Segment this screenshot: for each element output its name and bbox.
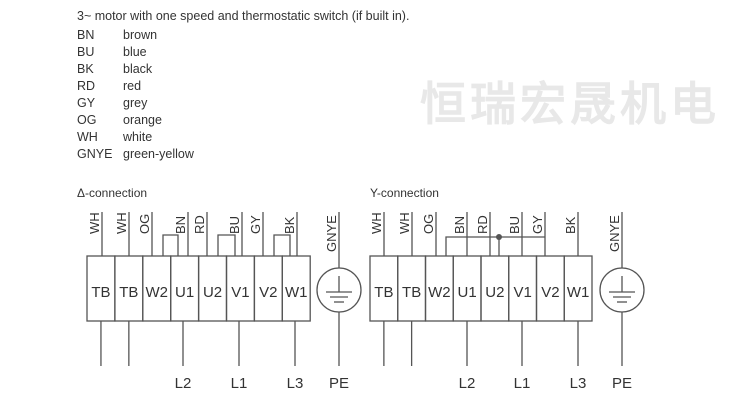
legend-row: RD red	[77, 78, 194, 95]
terminal-label: V2	[259, 284, 277, 301]
terminal-label: U2	[485, 284, 504, 301]
legend-row: GNYE green-yellow	[77, 146, 194, 163]
wire-label: OG	[137, 214, 152, 234]
legend-code: GY	[77, 96, 96, 110]
color-legend: BN brown BU blue BK black RD red GY grey OG or…	[77, 27, 194, 163]
legend-code: GNYE	[77, 147, 113, 161]
legend-code: BK	[77, 62, 94, 76]
legend-code: WH	[77, 130, 98, 144]
terminal-label: U1	[175, 284, 194, 301]
legend-name: grey	[123, 96, 148, 110]
wire-label: BN	[173, 216, 188, 234]
terminal-label: V2	[541, 284, 559, 301]
wire-label: WH	[369, 212, 384, 234]
diagram-title: 3~ motor with one speed and thermostatic…	[77, 9, 410, 23]
terminal-label: V1	[231, 284, 249, 301]
terminal-label: W1	[567, 284, 590, 301]
legend-row: BN brown	[77, 27, 194, 44]
wire-label: BN	[452, 216, 467, 234]
legend-name: green-yellow	[123, 147, 194, 161]
supply-label: L2	[175, 375, 192, 392]
wire-label: RD	[475, 215, 490, 234]
legend-row: WH white	[77, 129, 194, 146]
terminal-label: W2	[146, 284, 169, 301]
supply-label: L1	[231, 375, 248, 392]
wire-label: BU	[227, 216, 242, 234]
terminal-label: V1	[513, 284, 531, 301]
supply-label: L2	[459, 375, 476, 392]
wire-label: BU	[507, 216, 522, 234]
supply-label: L3	[287, 375, 304, 392]
legend-row: GY grey	[77, 95, 194, 112]
terminal-label: U2	[203, 284, 222, 301]
legend-row: BK black	[77, 61, 194, 78]
wire-label: GNYE	[324, 215, 339, 252]
legend-code: OG	[77, 113, 97, 127]
legend-code: BU	[77, 45, 95, 59]
terminal-label: TB	[91, 284, 110, 301]
wire-label: WH	[397, 212, 412, 234]
connection-title: Δ-connection	[77, 186, 147, 200]
legend-name: orange	[123, 113, 162, 127]
legend-name: red	[123, 79, 142, 93]
legend-name: white	[123, 130, 153, 144]
terminal-cell	[281, 255, 311, 322]
earth-label: PE	[329, 375, 349, 392]
wire-label: WH	[114, 212, 129, 234]
wire-label: GY	[248, 215, 263, 234]
jumper	[162, 234, 179, 256]
legend-code: RD	[77, 79, 96, 93]
junction-dot	[496, 234, 502, 240]
earth-label: PE	[612, 375, 632, 392]
watermark: 恒瑞宏晟机电	[420, 78, 720, 130]
legend-name: black	[123, 62, 153, 76]
terminal-label: U1	[458, 284, 477, 301]
terminal-label: W2	[428, 284, 451, 301]
wire-label: OG	[421, 214, 436, 234]
legend-code: BN	[77, 28, 95, 42]
wire-label: BK	[282, 216, 297, 234]
terminal-label: TB	[374, 284, 393, 301]
supply-label: L3	[570, 375, 587, 392]
terminal-label: TB	[119, 284, 138, 301]
legend-row: BU blue	[77, 44, 194, 61]
wire-label: WH	[87, 212, 102, 234]
connection-title: Y-connection	[370, 186, 439, 200]
star-bus	[445, 236, 545, 256]
jumper	[273, 234, 291, 256]
wire-label: RD	[192, 215, 207, 234]
terminal-label: W1	[285, 284, 308, 301]
legend-row: OG orange	[77, 112, 194, 129]
legend-name: blue	[123, 45, 147, 59]
jumper	[217, 234, 236, 256]
wire-label: GY	[530, 215, 545, 234]
wire-label: BK	[563, 216, 578, 234]
legend-name: brown	[123, 28, 158, 42]
wire-label: GNYE	[607, 215, 622, 252]
terminal-label: TB	[402, 284, 421, 301]
supply-label: L1	[514, 375, 531, 392]
